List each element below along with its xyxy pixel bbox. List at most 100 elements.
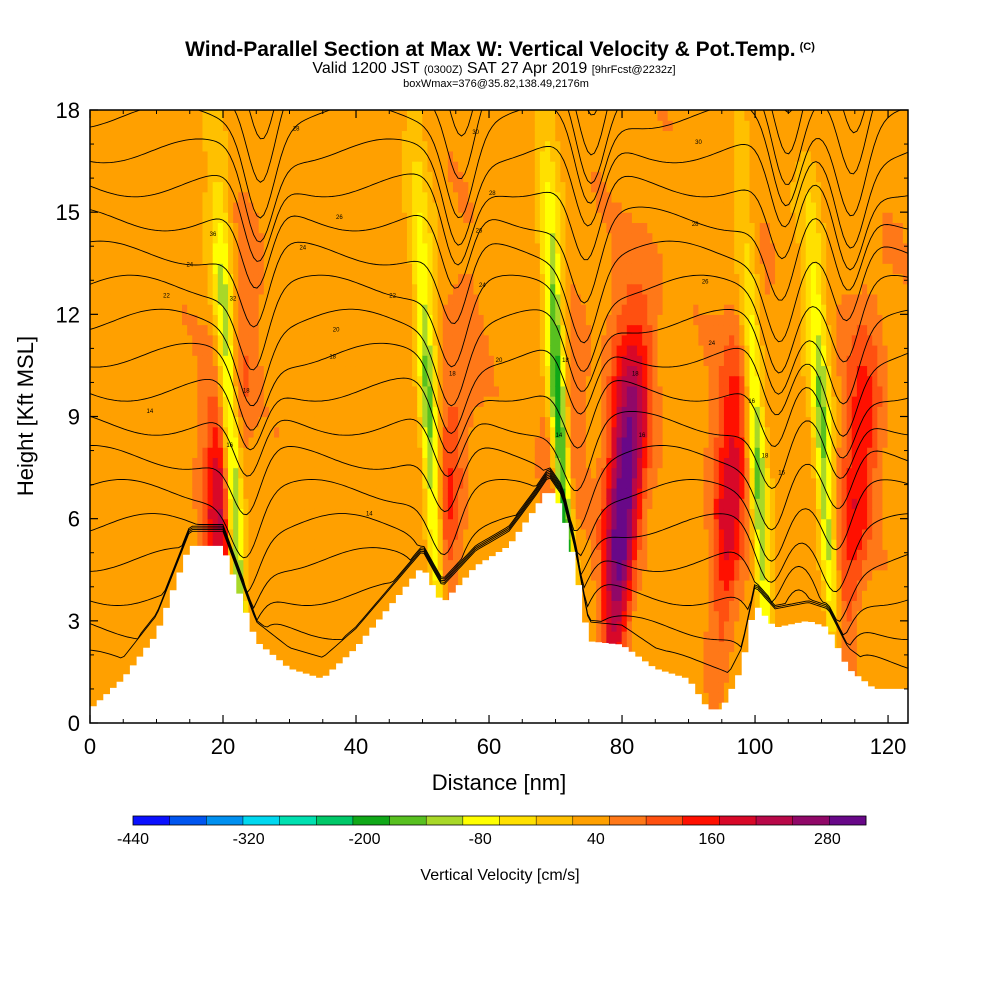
field-cell — [406, 181, 413, 193]
field-cell — [309, 365, 316, 377]
field-cell — [299, 426, 306, 438]
field-cell — [130, 334, 137, 346]
field-cell — [238, 355, 244, 367]
field-cell — [442, 304, 449, 315]
field-cell — [268, 631, 275, 642]
field-cell — [238, 365, 244, 377]
field-cell — [243, 232, 250, 244]
field-cell — [263, 150, 270, 162]
field-cell — [171, 263, 178, 275]
field-cell — [233, 130, 239, 142]
field-cell — [452, 365, 459, 377]
field-cell — [309, 283, 316, 295]
field-cell — [330, 528, 336, 540]
field-cell — [279, 253, 285, 264]
field-cell — [166, 314, 173, 326]
field-cell — [458, 212, 464, 223]
field-cell — [284, 590, 290, 601]
field-cell — [192, 110, 198, 121]
field-cell — [360, 385, 367, 397]
field-cell — [161, 283, 168, 295]
field-cell — [473, 120, 480, 132]
field-cell — [401, 426, 408, 438]
field-cell — [412, 263, 418, 275]
field-cell — [182, 426, 188, 438]
field-cell — [171, 416, 178, 428]
field-cell — [401, 171, 408, 183]
field-cell — [130, 385, 137, 397]
field-cell — [355, 436, 362, 448]
field-cell — [335, 161, 342, 172]
field-cell — [509, 426, 515, 438]
field-cell — [90, 436, 96, 448]
field-cell — [417, 426, 423, 438]
field-cell — [146, 242, 152, 254]
field-cell — [233, 355, 239, 367]
field-cell — [478, 436, 485, 448]
field-cell — [391, 212, 398, 223]
field-cell — [504, 130, 510, 142]
field-cell — [279, 600, 285, 612]
field-cell — [366, 477, 372, 489]
field-cell — [463, 304, 469, 315]
field-cell — [432, 304, 439, 315]
field-cell — [504, 140, 510, 152]
field-cell — [406, 355, 413, 367]
field-cell — [238, 528, 244, 540]
field-cell — [350, 110, 357, 121]
field-cell — [350, 253, 357, 264]
field-cell — [499, 263, 505, 275]
field-cell — [171, 365, 178, 377]
field-cell — [120, 253, 127, 264]
field-cell — [478, 120, 485, 132]
field-cell — [417, 130, 423, 142]
field-cell — [151, 242, 158, 254]
field-cell — [243, 600, 250, 612]
field-cell — [289, 631, 296, 642]
field-cell — [146, 140, 152, 152]
field-cell — [176, 293, 183, 305]
field-cell — [299, 579, 306, 591]
field-cell — [447, 457, 454, 469]
field-cell — [248, 549, 255, 561]
field-cell — [258, 539, 265, 550]
field-cell — [437, 232, 444, 244]
field-cell — [335, 365, 342, 377]
field-cell — [412, 528, 418, 540]
field-cell — [197, 293, 204, 305]
field-cell — [207, 130, 214, 142]
field-cell — [401, 477, 408, 489]
field-cell — [381, 396, 388, 407]
field-cell — [105, 171, 112, 183]
field-cell — [463, 488, 469, 499]
field-cell — [366, 263, 372, 275]
field-cell — [417, 406, 423, 418]
field-cell — [412, 273, 418, 285]
field-cell — [146, 344, 152, 356]
field-cell — [463, 416, 469, 428]
field-cell — [340, 140, 347, 152]
field-cell — [100, 314, 106, 326]
field-cell — [161, 416, 168, 428]
field-cell — [289, 222, 296, 234]
field-cell — [335, 467, 342, 479]
field-cell — [427, 539, 434, 550]
field-cell — [161, 293, 168, 305]
field-cell — [176, 559, 183, 571]
field-cell — [202, 293, 209, 305]
field-cell — [120, 508, 127, 520]
field-cell — [176, 467, 183, 479]
field-cell — [396, 355, 403, 367]
field-cell — [294, 610, 301, 622]
field-cell — [345, 222, 352, 234]
field-cell — [258, 232, 265, 244]
field-cell — [406, 334, 413, 346]
field-cell — [294, 498, 301, 510]
field-cell — [243, 457, 250, 469]
field-cell — [355, 579, 362, 591]
field-cell — [115, 314, 122, 326]
field-cell — [366, 528, 372, 540]
field-cell — [166, 212, 173, 223]
field-cell — [488, 396, 495, 407]
field-cell — [120, 355, 127, 367]
